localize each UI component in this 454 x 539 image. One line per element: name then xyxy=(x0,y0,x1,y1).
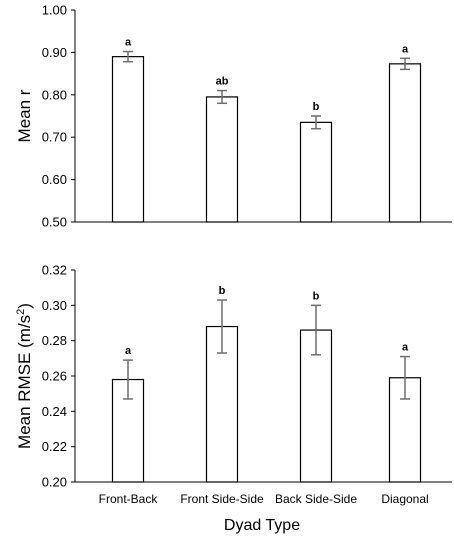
x-axis-label: Dyad Type xyxy=(224,517,300,534)
y-tick-label: 0.32 xyxy=(42,263,67,278)
significance-label: a xyxy=(125,37,132,49)
panel-mean-r: Mean r 0.50 0.60 0.70 0.80 0.90 1.00 a ab b a xyxy=(15,3,452,230)
y-tick-label: 0.30 xyxy=(42,298,67,313)
y-tick-label: 0.20 xyxy=(42,475,67,490)
y-tick-label: 0.28 xyxy=(42,333,67,348)
category-label: Front Side-Side xyxy=(180,492,264,506)
y-tick-label: 0.26 xyxy=(42,369,67,384)
bar xyxy=(388,63,422,223)
bar xyxy=(205,96,239,223)
category-label: Back Side-Side xyxy=(275,492,357,506)
significance-label: a xyxy=(402,342,409,354)
y-tick-label: 0.70 xyxy=(42,130,67,145)
significance-label: ab xyxy=(216,76,229,88)
y-axis-label-mean-r: Mean r xyxy=(15,89,34,142)
bar xyxy=(111,56,145,223)
panel-mean-rmse: Mean RMSE (m/s2) Dyad Type 0.20 0.22 0.24 0… xyxy=(15,263,452,534)
y-tick-label: 0.22 xyxy=(42,439,67,454)
y-tick-label: 0.24 xyxy=(42,404,67,419)
y-tick-label: 0.80 xyxy=(42,87,67,102)
significance-label: b xyxy=(219,285,226,297)
category-label: Front-Back xyxy=(99,492,159,506)
bar xyxy=(299,121,333,223)
y-tick-label: 0.90 xyxy=(42,45,67,60)
y-tick-label: 1.00 xyxy=(42,3,67,18)
significance-label: a xyxy=(402,43,409,55)
significance-label: b xyxy=(313,101,320,113)
y-axis-label-mean-rmse: Mean RMSE (m/s2) xyxy=(15,303,34,449)
y-tick-label: 0.50 xyxy=(42,215,67,230)
significance-label: b xyxy=(313,290,320,302)
y-tick-label: 0.60 xyxy=(42,172,67,187)
category-label: Diagonal xyxy=(381,492,428,506)
significance-label: a xyxy=(125,345,132,357)
